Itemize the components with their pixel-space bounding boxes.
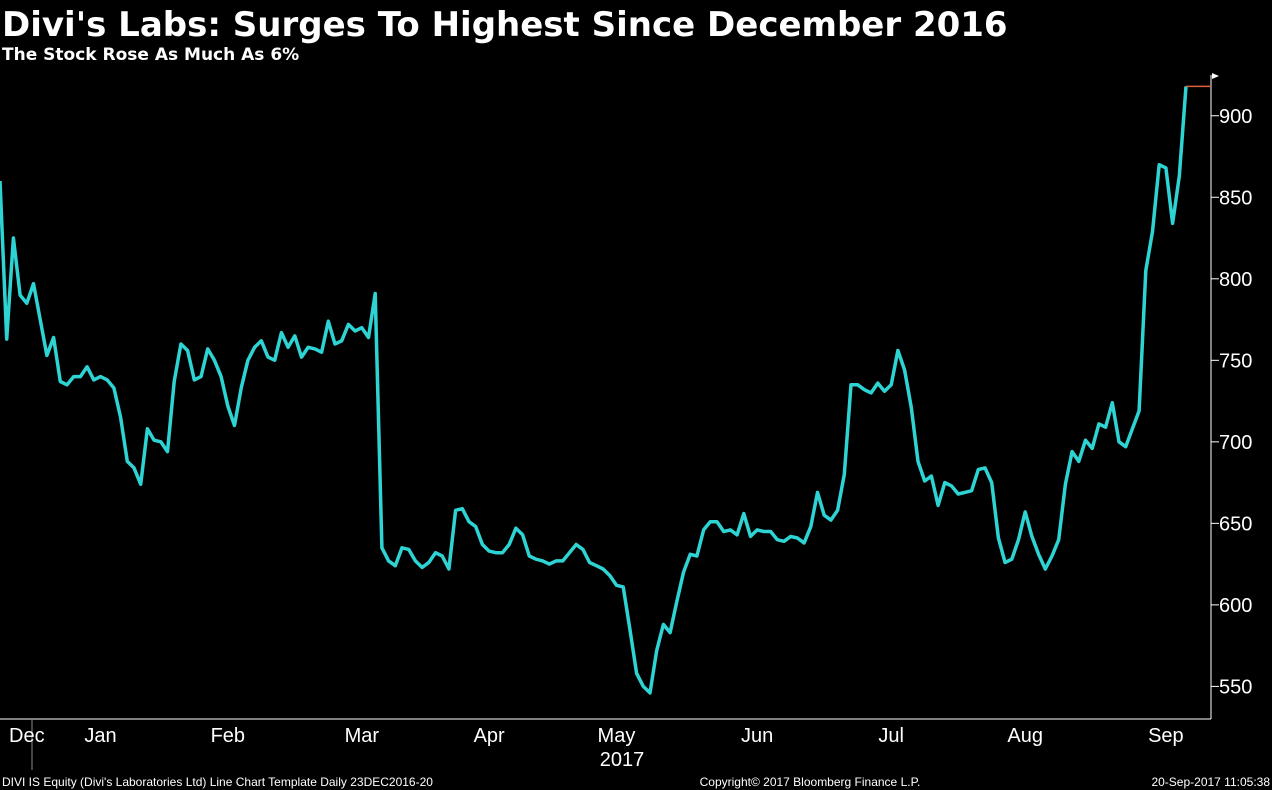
y-tick-label: 600 bbox=[1219, 595, 1252, 617]
price-line bbox=[0, 86, 1188, 695]
x-tick-label: Dec bbox=[9, 725, 45, 747]
y-tick-label: 900 bbox=[1219, 106, 1252, 128]
y-tick-label: 650 bbox=[1219, 513, 1252, 535]
y-tick-label: 750 bbox=[1219, 350, 1252, 372]
y-tick-label: 700 bbox=[1219, 432, 1252, 454]
x-tick-label: Aug bbox=[1007, 725, 1043, 747]
x-tick-label: Feb bbox=[211, 725, 245, 747]
chart-title: Divi's Labs: Surges To Highest Since Dec… bbox=[2, 5, 1008, 45]
x-year-label: 2017 bbox=[600, 749, 645, 771]
x-tick-label: Jan bbox=[84, 725, 116, 747]
x-tick-label: Sep bbox=[1148, 725, 1184, 747]
x-tick-label: Apr bbox=[474, 725, 505, 747]
axis-arrow bbox=[1212, 73, 1219, 79]
x-tick-label: Jun bbox=[741, 725, 773, 747]
x-tick-label: May bbox=[598, 725, 636, 747]
y-tick-label: 800 bbox=[1219, 269, 1252, 291]
footer-center: Copyright© 2017 Bloomberg Finance L.P. bbox=[700, 775, 921, 789]
y-tick-label: 850 bbox=[1219, 187, 1252, 209]
chart-subtitle: The Stock Rose As Much As 6% bbox=[2, 45, 299, 65]
y-tick-label: 550 bbox=[1219, 676, 1252, 698]
footer-right: 20-Sep-2017 11:05:38 bbox=[1151, 775, 1270, 789]
x-tick-label: Mar bbox=[345, 725, 380, 747]
footer-left: DIVI IS Equity (Divi's Laboratories Ltd)… bbox=[2, 775, 433, 789]
x-tick-label: Jul bbox=[878, 725, 904, 747]
